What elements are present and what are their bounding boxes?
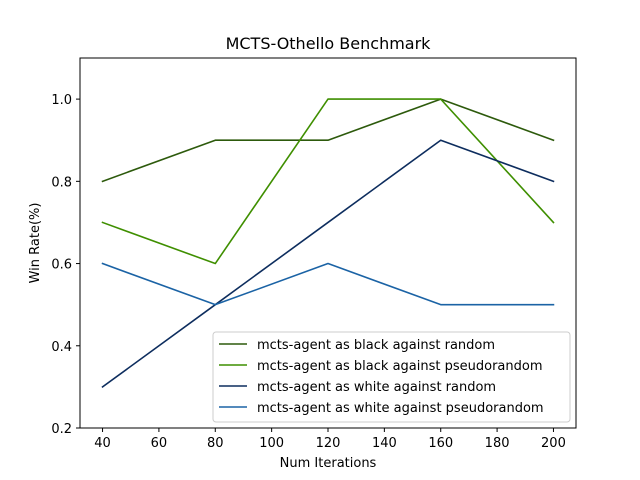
legend-label: mcts-agent as white against pseudorandom — [257, 401, 544, 416]
y-tick-label: 0.8 — [51, 175, 72, 190]
series-layer — [101, 98, 555, 389]
x-tick-label: 180 — [485, 436, 510, 451]
y-tick-label: 0.2 — [51, 422, 72, 437]
legend-label: mcts-agent as white against random — [257, 380, 496, 395]
x-tick-label: 100 — [259, 436, 284, 451]
series-line-2 — [101, 98, 555, 265]
x-tick-label: 200 — [541, 436, 566, 451]
x-tick-label: 60 — [151, 436, 168, 451]
series-line-3 — [101, 139, 555, 389]
y-tick-label: 0.6 — [51, 258, 72, 273]
x-tick-label: 80 — [207, 436, 224, 451]
y-tick-label: 1.0 — [51, 93, 72, 108]
legend: mcts-agent as black against random mcts-a… — [212, 331, 571, 423]
legend-label: mcts-agent as black against random — [257, 338, 495, 353]
x-tick-label: 40 — [94, 436, 111, 451]
y-axis-label: Win Rate(%) — [28, 203, 43, 284]
y-tick-label: 0.4 — [51, 340, 72, 355]
legend-frame — [212, 331, 571, 423]
series-line-1 — [101, 98, 555, 183]
x-axis-label: Num Iterations — [280, 456, 377, 471]
y-axis: 0.2 0.4 0.6 0.8 1.0 — [51, 93, 80, 437]
x-tick-label: 160 — [428, 436, 453, 451]
chart-title: MCTS-Othello Benchmark — [226, 34, 432, 53]
x-tick-label: 140 — [372, 436, 397, 451]
series-line-4 — [101, 262, 555, 306]
legend-label: mcts-agent as black against pseudorandom — [257, 359, 543, 374]
x-tick-label: 120 — [316, 436, 341, 451]
x-axis: 40 60 80 100 120 140 160 180 200 — [94, 428, 566, 451]
